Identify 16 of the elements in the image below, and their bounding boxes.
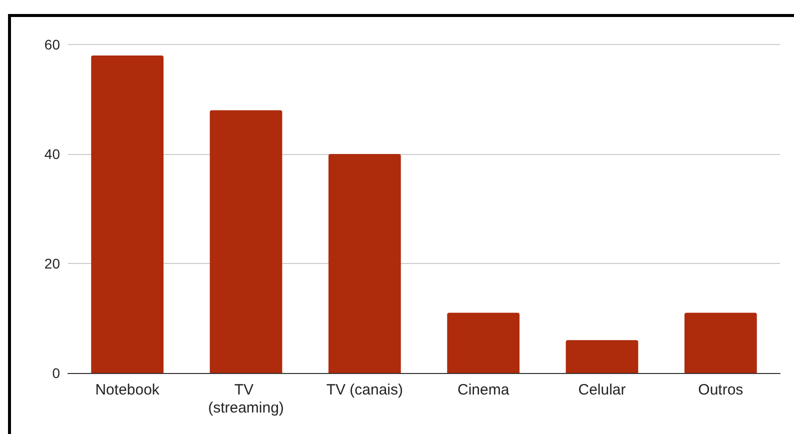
x-tick-label: TV (canais) bbox=[326, 382, 404, 398]
y-tick-label: 0 bbox=[52, 365, 60, 381]
x-tick-label: TV (streaming) bbox=[208, 382, 284, 416]
y-tick-label: 40 bbox=[44, 146, 60, 162]
y-tick-label: 20 bbox=[44, 256, 60, 272]
bar bbox=[91, 55, 164, 373]
x-tick-label: Notebook bbox=[95, 382, 160, 398]
y-tick-label: 60 bbox=[44, 36, 60, 52]
bar bbox=[328, 154, 401, 373]
bar bbox=[566, 340, 638, 373]
x-tick-label: Celular bbox=[578, 382, 626, 398]
x-tick-label: Outros bbox=[698, 382, 744, 398]
bar bbox=[210, 110, 282, 373]
x-tick-label: Cinema bbox=[457, 382, 510, 398]
bar bbox=[447, 312, 520, 373]
bar bbox=[684, 312, 757, 373]
